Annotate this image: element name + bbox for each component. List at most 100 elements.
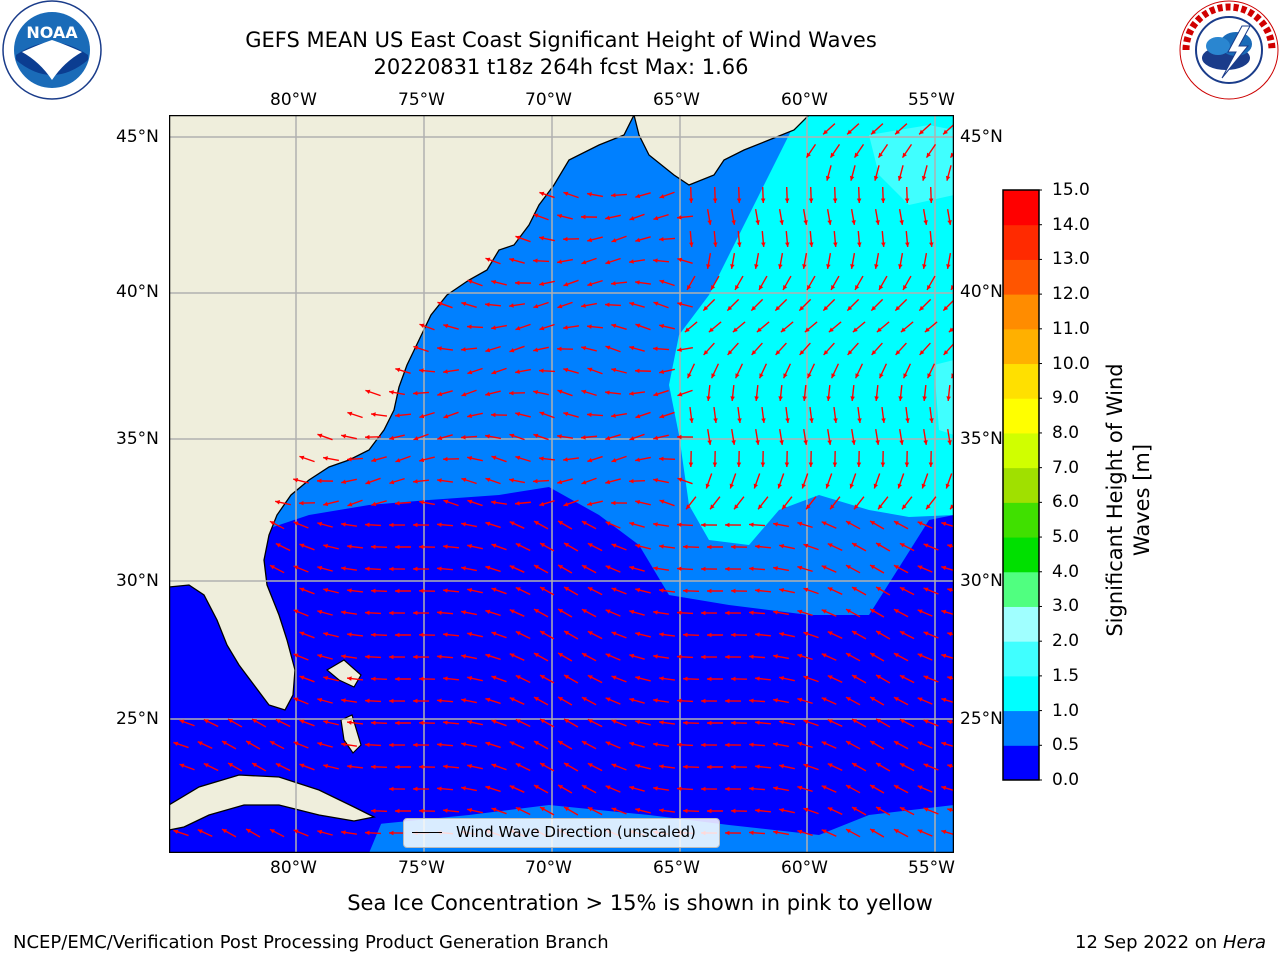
wave-direction-arrowhead (803, 220, 808, 225)
lon-label-top: 80°W (270, 90, 317, 110)
wave-direction-arrowhead (893, 521, 899, 526)
wave-direction-arrowhead (899, 543, 905, 548)
wave-direction-arrowhead (491, 455, 497, 460)
wave-direction-arrowhead (707, 544, 712, 550)
wave-direction-arrowhead (659, 236, 664, 242)
wave-direction-arrowhead (921, 175, 927, 181)
wave-direction-arrowhead (485, 477, 491, 482)
wave-direction-arrowhead (895, 305, 901, 311)
wave-direction-arrowhead (629, 436, 635, 441)
wave-direction-arrowhead (605, 741, 611, 746)
wave-direction-arrowhead (605, 479, 611, 485)
wave-direction-arrowhead (870, 653, 876, 658)
wave-direction-arrowhead (509, 785, 515, 790)
wave-direction-arrowhead (629, 216, 635, 221)
wave-direction-arrowhead (875, 440, 880, 445)
wave-direction-arrowhead (611, 543, 617, 548)
wave-direction-arrowhead (870, 741, 876, 746)
wave-direction-arrowhead (629, 345, 635, 351)
wave-direction-arrowhead (197, 741, 203, 746)
wave-direction-arrowhead (581, 214, 586, 220)
wave-direction-arrowhead (947, 719, 953, 725)
wave-direction-arrowhead (922, 264, 927, 269)
wave-direction-arrowhead (461, 434, 466, 440)
wave-direction-arrowhead (845, 829, 851, 834)
wave-direction-arrowhead (557, 304, 563, 309)
wave-direction-arrowhead (467, 632, 473, 637)
wave-direction-arrowhead (852, 327, 858, 333)
wave-direction-arrowhead (605, 259, 611, 265)
wave-direction-arrowhead (773, 742, 778, 747)
wave-direction-arrowhead (413, 436, 419, 441)
wave-direction-arrowhead (926, 504, 931, 510)
wave-direction-arrowhead (323, 456, 328, 461)
wave-direction-arrowhead (581, 480, 587, 485)
wave-direction-arrowhead (491, 807, 497, 812)
wave-direction-arrowhead (855, 373, 860, 379)
wave-direction-arrowhead (821, 565, 827, 570)
wave-direction-arrowhead (850, 396, 855, 401)
wave-direction-arrowhead (945, 175, 951, 181)
wave-direction-arrowhead (736, 198, 742, 203)
wave-direction-arrowhead (371, 588, 376, 594)
wave-direction-arrowhead (755, 220, 760, 225)
wave-direction-arrowhead (293, 521, 299, 526)
wave-direction-arrowhead (413, 566, 418, 572)
wave-direction-arrowhead (687, 373, 692, 379)
wave-direction-arrowhead (677, 215, 682, 220)
wave-direction-arrowhead (629, 565, 635, 571)
wave-direction-arrowhead (653, 742, 658, 747)
colorbar-swatch (1003, 224, 1039, 260)
wave-direction-arrowhead (809, 242, 814, 247)
wave-direction-arrowhead (605, 215, 611, 220)
wave-direction-arrowhead (341, 522, 346, 527)
wave-direction-arrowhead (323, 543, 329, 549)
wave-direction-arrowhead (780, 327, 786, 333)
wave-direction-arrowhead (558, 609, 564, 614)
wave-direction-arrowhead (533, 653, 539, 658)
wave-direction-arrowhead (947, 631, 953, 637)
wave-direction-arrowhead (485, 257, 491, 262)
wave-direction-arrowhead (827, 719, 833, 724)
wave-direction-arrowhead (659, 676, 664, 681)
wave-direction-arrowhead (821, 785, 827, 790)
wave-direction-arrowhead (605, 609, 611, 614)
wave-direction-arrowhead (823, 129, 828, 135)
wave-direction-arrowhead (395, 676, 400, 682)
wave-direction-arrowhead (827, 587, 833, 592)
wave-direction-arrowhead (875, 220, 880, 225)
wave-direction-arrowhead (779, 440, 784, 445)
wave-direction-arrowhead (686, 504, 691, 510)
wave-direction-arrowhead (467, 413, 473, 418)
wave-direction-arrowhead (737, 418, 742, 423)
lon-label-bottom: 75°W (398, 858, 445, 878)
wave-direction-arrowhead (203, 763, 209, 768)
wave-direction-arrowhead (203, 719, 209, 724)
wave-direction-arrowhead (515, 587, 521, 592)
wave-direction-arrowhead (731, 588, 736, 594)
wave-direction-arrowhead (917, 829, 923, 834)
colorbar-ticks: 0.0 0.5 1.0 1.5 2.0 3.0 4.0 5.0 6.0 7.0 8.0 9.0 10.0… (1044, 0, 1104, 960)
wave-direction-arrowhead (701, 786, 706, 792)
wave-direction-arrowhead (389, 742, 394, 748)
wave-direction-arrowhead (443, 676, 448, 681)
wave-direction-arrowhead (827, 220, 832, 225)
wave-direction-arrowhead (509, 390, 514, 396)
wave-direction-arrowhead (509, 521, 515, 526)
wave-direction-arrowhead (611, 458, 617, 463)
wave-direction-arrowhead (847, 129, 852, 135)
wave-direction-arrowhead (760, 198, 766, 203)
wave-direction-arrowhead (711, 373, 716, 379)
lat-label-left: 35°N (116, 429, 159, 449)
wave-direction-arrowhead (558, 785, 564, 790)
wave-direction-arrowhead (581, 345, 587, 351)
wave-direction-arrowhead (708, 327, 714, 333)
wave-direction-arrowhead (581, 435, 586, 440)
wave-direction-arrowhead (389, 390, 394, 395)
land-north-america (169, 115, 635, 711)
wave-direction-arrowhead (850, 264, 855, 269)
wave-direction-arrowhead (587, 324, 592, 329)
wave-direction-arrowhead (803, 675, 809, 680)
wave-direction-arrowhead (854, 152, 859, 158)
wave-direction-arrowhead (797, 741, 803, 747)
